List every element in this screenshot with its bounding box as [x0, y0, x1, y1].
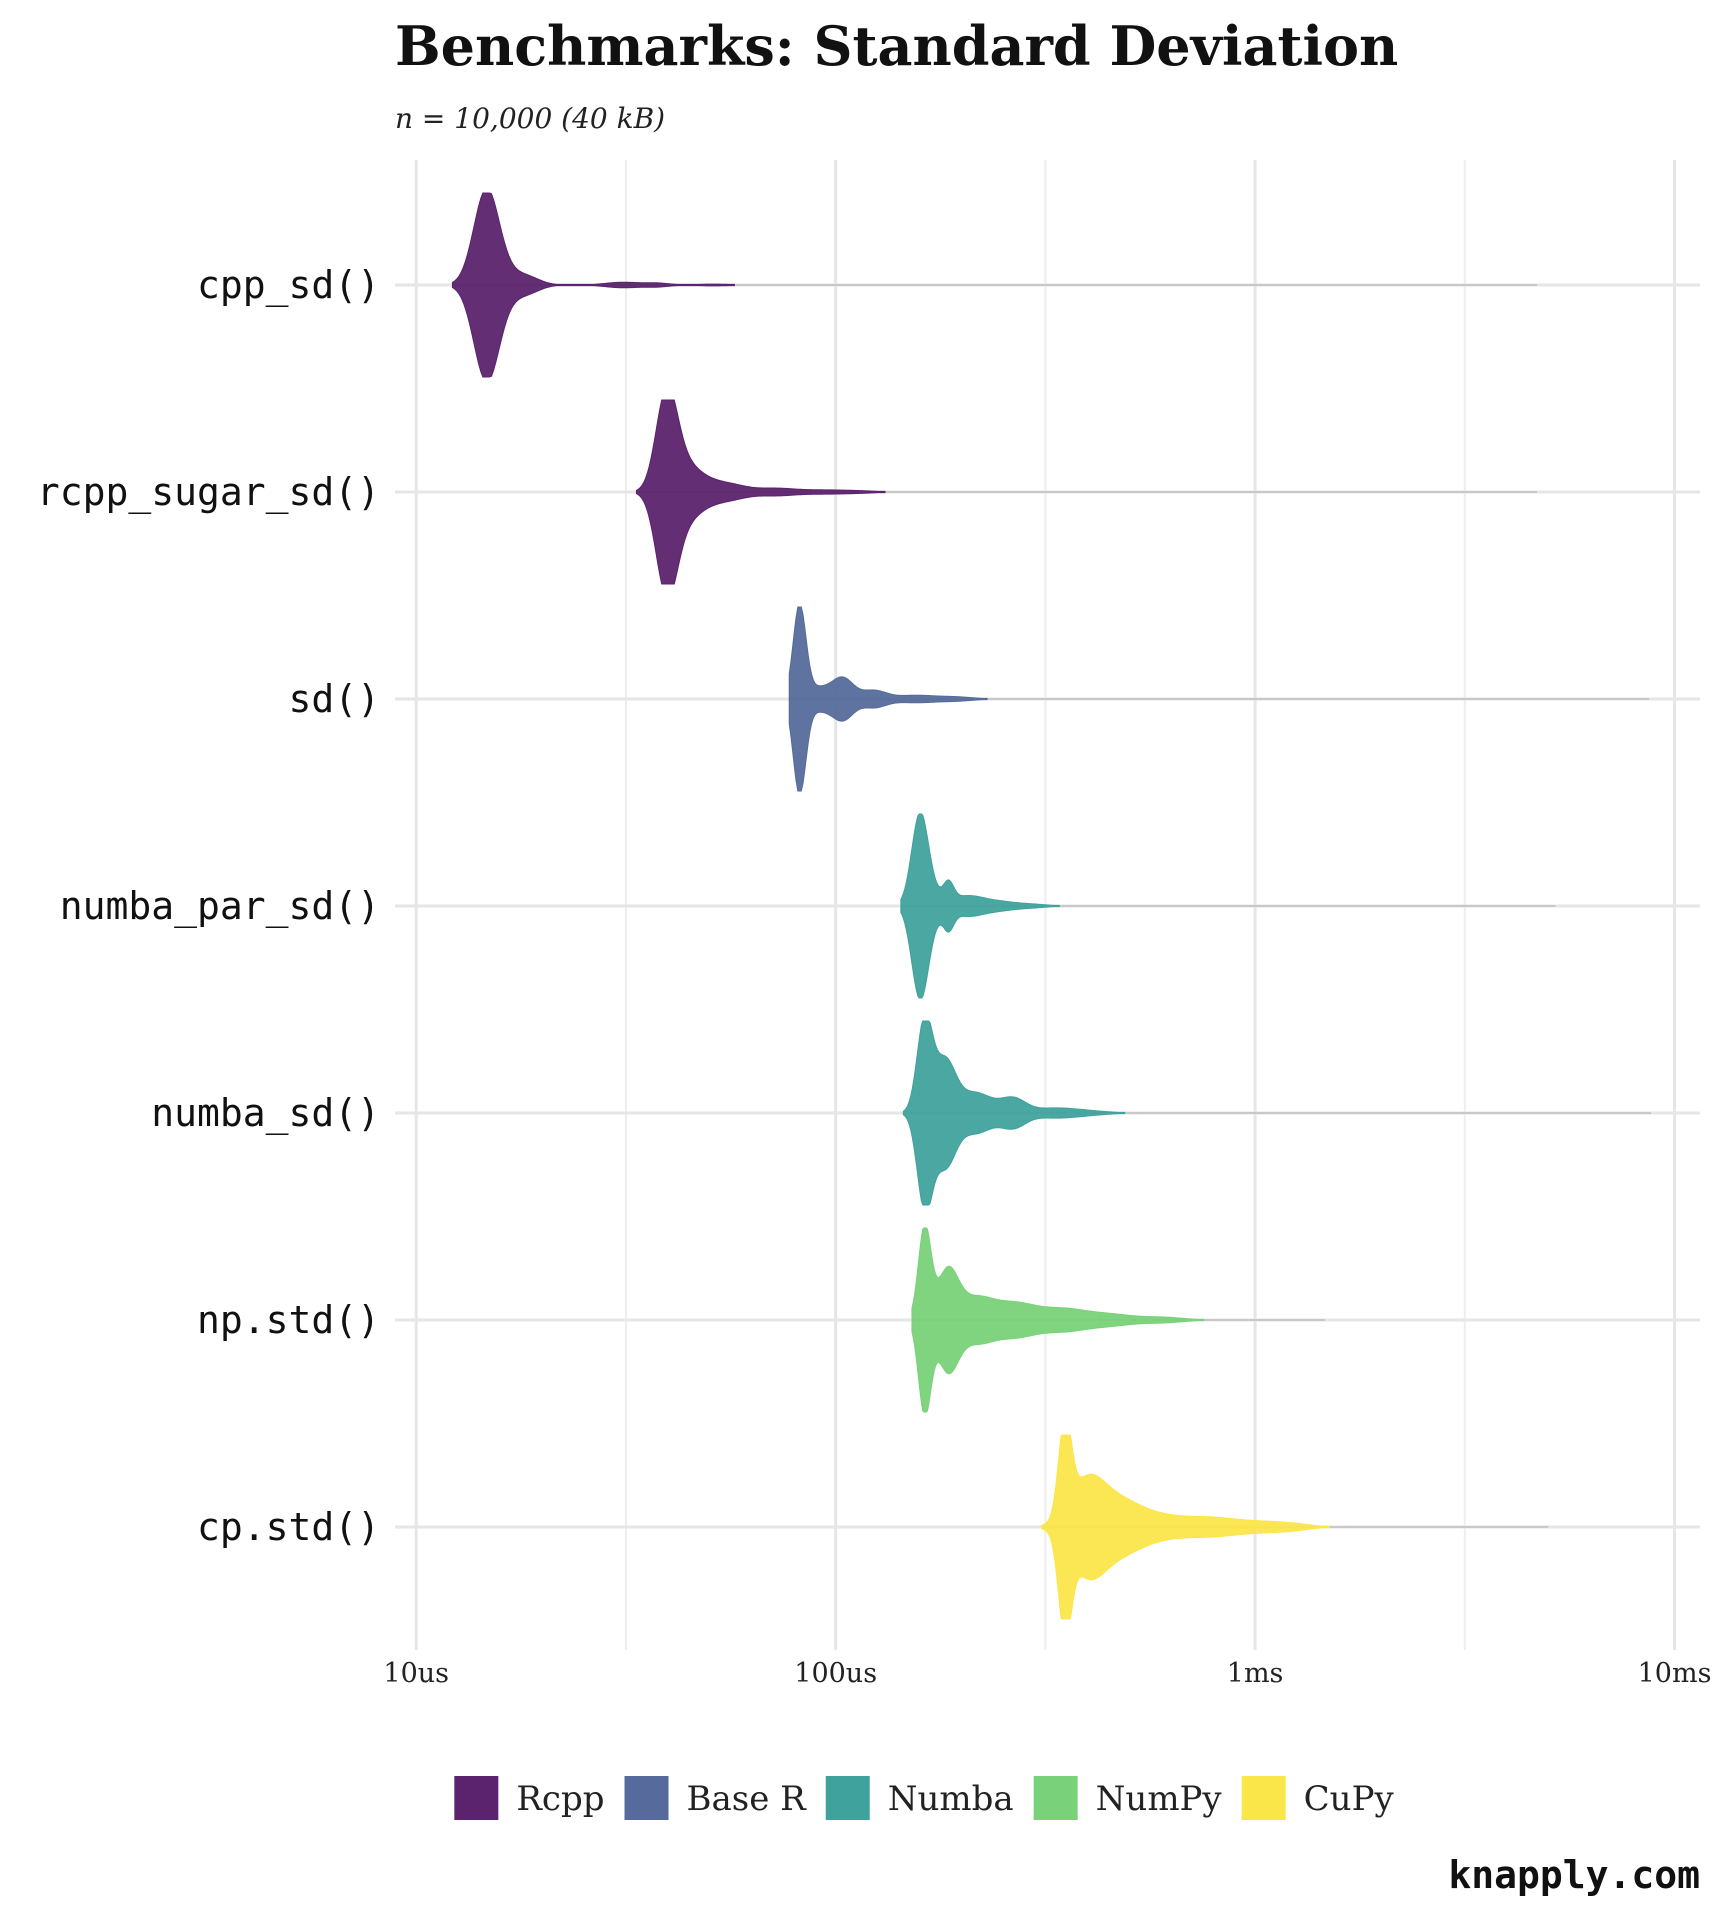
- y-tick-label: cpp_sd(): [197, 263, 380, 308]
- violin-plots: [451, 192, 1652, 1620]
- x-tick-label: 100us: [794, 1658, 877, 1689]
- chart-title: Benchmarks: Standard Deviation: [395, 14, 1398, 78]
- legend-label: Numba: [888, 1779, 1014, 1819]
- legend-label: Base R: [687, 1779, 808, 1819]
- x-tick-label: 1ms: [1227, 1658, 1284, 1689]
- y-tick-label: cp.std(): [197, 1505, 380, 1549]
- caption-text: knapply.com: [1448, 1853, 1700, 1897]
- legend-swatch: [1033, 1776, 1078, 1820]
- legend: Rcpp Base R Numba NumPy CuPy: [454, 1776, 1394, 1820]
- violin-numba: [900, 813, 1060, 999]
- violin-cupy: [1041, 1434, 1330, 1620]
- violin-rcpp: [451, 192, 735, 378]
- violin-numpy: [911, 1227, 1205, 1413]
- legend-swatch: [825, 1776, 870, 1820]
- x-axis-tick-labels: 10us 100us 1ms 10ms: [383, 1658, 1711, 1689]
- legend-label: NumPy: [1096, 1779, 1223, 1819]
- y-tick-label: rcpp_sugar_sd(): [37, 470, 380, 515]
- legend-swatch: [1241, 1776, 1286, 1820]
- x-tick-label: 10ms: [1638, 1658, 1712, 1689]
- y-axis-labels: cpp_sd() rcpp_sugar_sd() sd() numba_par_sd(…: [37, 263, 380, 1549]
- violin-numba: [902, 1020, 1126, 1206]
- y-tick-label: numba_sd(): [151, 1091, 380, 1136]
- violin-rcpp: [635, 399, 886, 585]
- y-tick-label: sd(): [288, 677, 380, 721]
- violin-base-r: [788, 606, 988, 792]
- legend-swatch: [624, 1776, 669, 1820]
- y-tick-label: np.std(): [197, 1298, 380, 1342]
- legend-label: Rcpp: [516, 1779, 604, 1819]
- y-tick-label: numba_par_sd(): [60, 884, 380, 929]
- chart-subtitle: n = 10,000 (40 kB): [395, 102, 665, 135]
- x-tick-label: 10us: [383, 1658, 449, 1689]
- legend-swatch: [454, 1776, 499, 1820]
- legend-label: CuPy: [1304, 1779, 1395, 1819]
